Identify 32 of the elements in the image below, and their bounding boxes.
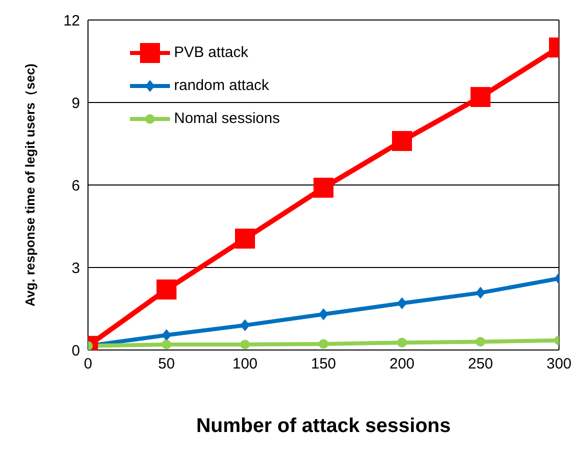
x-tick-label: 300 [546, 356, 572, 373]
point [156, 280, 176, 300]
y-axis-title: Avg. response time of legit users（sec) [22, 64, 38, 306]
point [318, 339, 328, 349]
y-tick-label: 12 [63, 12, 80, 30]
x-tick-label: 200 [389, 356, 415, 373]
point [476, 286, 486, 299]
point [314, 178, 334, 198]
legend-label: Nomal sessions [174, 110, 280, 127]
point [476, 336, 486, 347]
y-tick-label: 9 [72, 94, 80, 112]
x-tick-label: 100 [232, 356, 258, 373]
x-tick-label: 150 [310, 356, 336, 373]
x-axis-title: Number of attack sessions [196, 415, 451, 437]
point [240, 340, 250, 350]
point [240, 319, 250, 332]
point [235, 228, 255, 249]
point [318, 308, 328, 320]
legend-label: random attack [174, 77, 270, 94]
point [470, 87, 490, 107]
y-tick-label: 6 [72, 177, 80, 194]
point [162, 340, 172, 350]
x-tick-label: 50 [158, 356, 175, 373]
point [392, 131, 412, 151]
legend-label: PVB attack [174, 44, 248, 61]
y-tick-label: 3 [72, 260, 80, 277]
point [397, 338, 407, 348]
point [397, 297, 407, 310]
y-tick-label: 0 [72, 342, 80, 360]
x-tick-label: 0 [84, 356, 92, 373]
point [162, 329, 172, 342]
x-tick-label: 250 [468, 356, 494, 373]
